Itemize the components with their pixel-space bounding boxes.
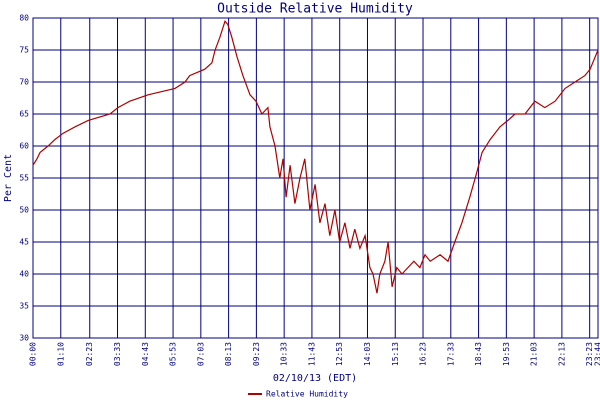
y-axis-label: Per Cent [3, 154, 14, 202]
plot-border [32, 17, 599, 339]
x-tick-label: 17:33 [446, 342, 455, 366]
x-tick-label: 03:33 [113, 342, 122, 366]
y-tick-label: 65 [19, 110, 29, 119]
x-tick-label: 21:03 [530, 342, 539, 366]
x-tick-label: 04:43 [141, 342, 150, 366]
x-tick-label: 14:03 [363, 342, 372, 366]
x-tick-label: 22:13 [557, 342, 566, 366]
x-tick-label: 23:23 [585, 342, 594, 366]
y-tick-label: 30 [19, 334, 29, 343]
y-tick-label: 55 [19, 174, 29, 183]
y-tick-label: 50 [19, 206, 29, 215]
x-axis-label: 02/10/13 (EDT) [273, 373, 357, 384]
x-tick-label: 15:13 [391, 342, 400, 366]
y-tick-label: 40 [19, 270, 29, 279]
x-tick-label: 11:43 [307, 342, 316, 366]
y-tick-label: 35 [19, 302, 29, 311]
x-tick-label: 12:53 [335, 342, 344, 366]
x-tick-label: 10:33 [280, 342, 289, 366]
x-tick-label: 23:44 [594, 342, 600, 366]
x-tick-label: 01:10 [56, 342, 65, 366]
x-tick-label: 19:53 [502, 342, 511, 366]
chart-title: Outside Relative Humidity [217, 2, 413, 17]
data-line [32, 20, 599, 294]
x-tick-label: 02:23 [85, 342, 94, 366]
x-tick-label: 16:23 [419, 342, 428, 366]
x-tick-label: 09:23 [252, 342, 261, 366]
x-tick-label: 18:43 [474, 342, 483, 366]
x-tick-label: 07:03 [196, 342, 205, 366]
x-tick-label: 00:00 [29, 342, 38, 366]
legend-label: Relative Humidity [266, 390, 348, 399]
y-tick-label: 80 [19, 14, 29, 23]
y-tick-label: 60 [19, 142, 29, 151]
y-tick-label: 75 [19, 46, 29, 55]
x-tick-label: 08:13 [224, 342, 233, 366]
y-tick-label: 45 [19, 238, 29, 247]
y-tick-label: 70 [19, 78, 29, 87]
x-tick-label: 05:53 [169, 342, 178, 366]
